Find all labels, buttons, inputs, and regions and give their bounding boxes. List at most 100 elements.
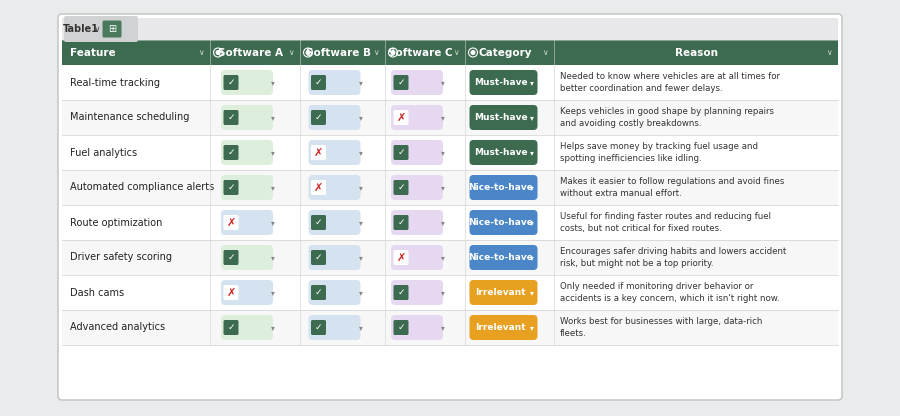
Text: Category: Category bbox=[478, 47, 532, 57]
FancyBboxPatch shape bbox=[391, 315, 443, 340]
Text: ▾: ▾ bbox=[529, 323, 534, 332]
Text: Dash cams: Dash cams bbox=[70, 287, 124, 297]
Text: ▾: ▾ bbox=[441, 78, 445, 87]
FancyBboxPatch shape bbox=[223, 75, 238, 90]
Text: ✗: ✗ bbox=[226, 218, 236, 228]
Bar bbox=[62, 135, 838, 170]
Circle shape bbox=[392, 51, 395, 54]
Text: Route optimization: Route optimization bbox=[70, 218, 162, 228]
FancyBboxPatch shape bbox=[309, 210, 361, 235]
FancyBboxPatch shape bbox=[311, 75, 326, 90]
Text: ▾: ▾ bbox=[441, 113, 445, 122]
FancyBboxPatch shape bbox=[309, 175, 361, 200]
Text: Table1: Table1 bbox=[63, 24, 99, 34]
FancyBboxPatch shape bbox=[311, 250, 326, 265]
Text: ✓: ✓ bbox=[315, 288, 322, 297]
Text: ⊞: ⊞ bbox=[108, 24, 116, 34]
FancyBboxPatch shape bbox=[470, 315, 537, 340]
Text: ✓: ✓ bbox=[397, 218, 405, 227]
Text: ▾: ▾ bbox=[271, 253, 274, 262]
FancyBboxPatch shape bbox=[393, 250, 409, 265]
Text: ✓: ✓ bbox=[227, 183, 235, 192]
Text: ✓: ✓ bbox=[315, 113, 322, 122]
Text: ▾: ▾ bbox=[271, 183, 274, 192]
FancyBboxPatch shape bbox=[223, 110, 238, 125]
FancyBboxPatch shape bbox=[393, 75, 409, 90]
FancyBboxPatch shape bbox=[311, 110, 326, 125]
Text: Makes it easier to follow regulations and avoid fines
without extra manual effor: Makes it easier to follow regulations an… bbox=[560, 177, 785, 198]
Text: ▾: ▾ bbox=[358, 218, 363, 227]
Text: ▾: ▾ bbox=[271, 323, 274, 332]
Text: ✓: ✓ bbox=[227, 148, 235, 157]
Text: ✓: ✓ bbox=[397, 148, 405, 157]
FancyBboxPatch shape bbox=[470, 175, 537, 200]
Text: Needed to know where vehicles are at all times for
better coordination and fewer: Needed to know where vehicles are at all… bbox=[560, 72, 780, 93]
Text: ✗: ✗ bbox=[314, 148, 323, 158]
Text: Irrelevant: Irrelevant bbox=[475, 323, 526, 332]
Text: ▾: ▾ bbox=[529, 288, 534, 297]
Text: ▾: ▾ bbox=[358, 183, 363, 192]
FancyBboxPatch shape bbox=[311, 320, 326, 335]
Text: Nice-to-have: Nice-to-have bbox=[468, 218, 533, 227]
FancyBboxPatch shape bbox=[391, 105, 443, 130]
Text: ✓: ✓ bbox=[397, 288, 405, 297]
Text: Nice-to-have: Nice-to-have bbox=[468, 183, 533, 192]
Text: ▾: ▾ bbox=[358, 148, 363, 157]
FancyBboxPatch shape bbox=[391, 140, 443, 165]
Text: Irrelevant: Irrelevant bbox=[475, 288, 526, 297]
FancyBboxPatch shape bbox=[221, 175, 273, 200]
FancyBboxPatch shape bbox=[393, 285, 409, 300]
Circle shape bbox=[472, 51, 475, 54]
Text: Only needed if monitoring driver behavior or
accidents is a key concern, which i: Only needed if monitoring driver behavio… bbox=[560, 282, 779, 303]
Text: ∨: ∨ bbox=[374, 48, 379, 57]
FancyBboxPatch shape bbox=[391, 210, 443, 235]
Text: ✓: ✓ bbox=[315, 78, 322, 87]
Text: ▾: ▾ bbox=[441, 253, 445, 262]
Text: ▾: ▾ bbox=[271, 148, 274, 157]
Circle shape bbox=[306, 51, 310, 54]
FancyBboxPatch shape bbox=[393, 180, 409, 195]
Text: Reason: Reason bbox=[674, 47, 717, 57]
Text: ▾: ▾ bbox=[441, 183, 445, 192]
Text: ✓: ✓ bbox=[315, 253, 322, 262]
Bar bbox=[62, 18, 838, 40]
FancyBboxPatch shape bbox=[393, 320, 409, 335]
Text: ▾: ▾ bbox=[529, 183, 534, 192]
Text: ▾: ▾ bbox=[529, 78, 534, 87]
Text: ✓: ✓ bbox=[397, 183, 405, 192]
FancyBboxPatch shape bbox=[103, 20, 122, 37]
Text: Must-have: Must-have bbox=[473, 78, 527, 87]
FancyBboxPatch shape bbox=[223, 250, 238, 265]
FancyBboxPatch shape bbox=[223, 320, 238, 335]
FancyBboxPatch shape bbox=[221, 245, 273, 270]
Text: Feature: Feature bbox=[70, 47, 115, 57]
Text: ▾: ▾ bbox=[358, 253, 363, 262]
Text: ▾: ▾ bbox=[529, 113, 534, 122]
Text: Fuel analytics: Fuel analytics bbox=[70, 148, 137, 158]
FancyBboxPatch shape bbox=[309, 70, 361, 95]
FancyBboxPatch shape bbox=[221, 70, 273, 95]
FancyBboxPatch shape bbox=[470, 245, 537, 270]
FancyBboxPatch shape bbox=[470, 105, 537, 130]
FancyBboxPatch shape bbox=[311, 215, 326, 230]
Text: Keeps vehicles in good shape by planning repairs
and avoiding costly breakdowns.: Keeps vehicles in good shape by planning… bbox=[560, 107, 774, 128]
FancyBboxPatch shape bbox=[58, 14, 842, 400]
Text: Driver safety scoring: Driver safety scoring bbox=[70, 253, 172, 262]
Text: ▾: ▾ bbox=[441, 148, 445, 157]
Text: ✓: ✓ bbox=[315, 218, 322, 227]
Text: ✓: ✓ bbox=[227, 253, 235, 262]
FancyBboxPatch shape bbox=[470, 280, 537, 305]
FancyBboxPatch shape bbox=[223, 145, 238, 160]
FancyBboxPatch shape bbox=[470, 210, 537, 235]
Text: ▾: ▾ bbox=[271, 113, 274, 122]
Bar bbox=[62, 40, 838, 65]
Text: Helps save money by tracking fuel usage and
spotting inefficiencies like idling.: Helps save money by tracking fuel usage … bbox=[560, 142, 758, 163]
Text: ∨: ∨ bbox=[542, 48, 548, 57]
FancyBboxPatch shape bbox=[391, 245, 443, 270]
FancyBboxPatch shape bbox=[309, 280, 361, 305]
FancyBboxPatch shape bbox=[309, 245, 361, 270]
Text: ▾: ▾ bbox=[441, 323, 445, 332]
Text: ✓: ✓ bbox=[227, 78, 235, 87]
Text: ✗: ✗ bbox=[314, 183, 323, 193]
Bar bbox=[62, 275, 838, 310]
